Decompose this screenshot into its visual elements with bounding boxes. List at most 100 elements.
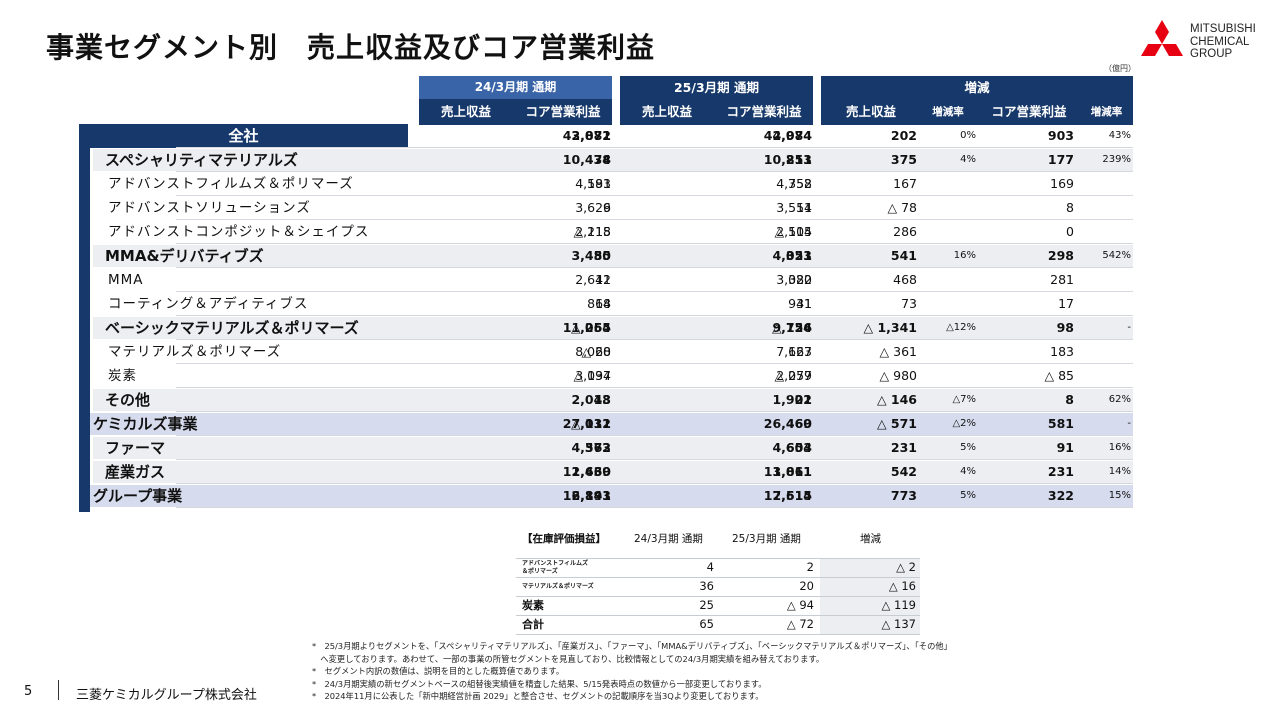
inventory-row-label: マテリアルズ＆ポリマーズ bbox=[522, 583, 594, 590]
cell-ds: △ 571 bbox=[876, 416, 917, 431]
page-number: 5 bbox=[24, 684, 33, 699]
inventory-change-bg bbox=[820, 597, 920, 615]
cell-s1: 27,031 bbox=[562, 416, 611, 431]
row-label: ケミカルズ事業 bbox=[93, 415, 198, 433]
table-row: 炭素 3,037 △ 194 2,057 △ 279 △ 980 △ 85 bbox=[79, 364, 1133, 388]
cell-s2: 4,021 bbox=[772, 248, 812, 263]
row-divider bbox=[176, 411, 1133, 412]
cell-dcr: 15% bbox=[1108, 490, 1131, 501]
row-divider bbox=[176, 171, 1133, 172]
row-label: スペシャリティマテリアルズ bbox=[105, 151, 298, 169]
unit-label: （億円） bbox=[1104, 64, 1136, 73]
inventory-cell-2024: 25 bbox=[699, 598, 714, 612]
cell-c1: 2,193 bbox=[571, 488, 611, 503]
row-label: 産業ガス bbox=[105, 463, 166, 481]
cell-dc: 8 bbox=[1065, 392, 1074, 407]
table-row: マテリアルズ＆ポリマーズ 8,028 △ 60 7,667 123 △ 361 183 bbox=[79, 340, 1133, 364]
row-divider bbox=[176, 147, 1133, 148]
col-core-2025: コア営業利益 bbox=[726, 104, 802, 119]
cell-dc: 0 bbox=[1066, 224, 1074, 239]
row-divider bbox=[176, 507, 1133, 508]
cell-dsr: △12% bbox=[946, 322, 976, 333]
cell-dcr: 16% bbox=[1108, 442, 1131, 453]
cell-ds: 375 bbox=[890, 152, 917, 167]
footer-divider bbox=[58, 680, 59, 700]
row-divider bbox=[176, 291, 1133, 292]
cell-s1: 8,028 bbox=[575, 344, 611, 359]
table-left-bar bbox=[79, 124, 90, 512]
cell-ds: 468 bbox=[893, 272, 917, 287]
table-row: 全社 43,872 2,081 44,074 2,984 202 0% 903 43% bbox=[79, 124, 1133, 148]
cell-dsr bbox=[918, 340, 976, 364]
cell-dcr: 542% bbox=[1102, 250, 1131, 261]
cell-dsr: △7% bbox=[952, 394, 976, 405]
cell-c1: 13 bbox=[593, 392, 611, 407]
cell-dc: 177 bbox=[1047, 152, 1074, 167]
cell-ds: 231 bbox=[890, 440, 917, 455]
inventory-change-bg bbox=[820, 559, 920, 577]
cell-dc: 322 bbox=[1047, 488, 1074, 503]
cell-dsr: 4% bbox=[960, 466, 976, 477]
cell-dcr: - bbox=[1127, 418, 1131, 429]
cell-s2: 2,504 bbox=[776, 224, 812, 239]
table-row: MMA 2,612 41 3,080 322 468 281 bbox=[79, 268, 1133, 292]
cell-s1: 2,612 bbox=[575, 272, 611, 287]
cell-s2: 9,724 bbox=[772, 320, 812, 335]
footnote-line: * 25/3月期よりセグメントを、「スペシャリティマテリアルズ」、「産業ガス」、… bbox=[312, 641, 952, 651]
inventory-title: 【在庫評価損益】 bbox=[522, 533, 606, 545]
cell-c1: △ 115 bbox=[573, 224, 611, 239]
row-bg bbox=[93, 437, 1133, 459]
cell-c1: △ 112 bbox=[570, 416, 611, 431]
inventory-cell-change: △ 2 bbox=[896, 560, 916, 574]
cell-dc: △ 85 bbox=[1044, 368, 1075, 383]
row-bg bbox=[93, 149, 1133, 171]
row-label: コーティング＆アディティブス bbox=[108, 296, 309, 312]
inventory-cell-2025: △ 94 bbox=[786, 598, 814, 612]
cell-dsr: △2% bbox=[952, 418, 976, 429]
footnote-line: * セグメント内訳の数値は、説明を目的とした概算値であります。 bbox=[312, 666, 565, 677]
cell-ds: △ 361 bbox=[879, 344, 917, 359]
cell-c1: 74 bbox=[593, 152, 611, 167]
inventory-top-divider bbox=[516, 558, 920, 559]
row-divider bbox=[176, 195, 1133, 196]
row-label: グループ事業 bbox=[93, 487, 183, 505]
cell-dc: 17 bbox=[1058, 296, 1074, 311]
cell-c1: 41 bbox=[595, 272, 611, 287]
cell-c1: 1,630 bbox=[571, 464, 611, 479]
row-label: その他 bbox=[105, 391, 151, 409]
cell-ds: △ 1,341 bbox=[863, 320, 917, 335]
cell-s1: 12,469 bbox=[562, 464, 611, 479]
row-label-bg bbox=[79, 124, 408, 148]
footnote-line: へ変更しております。あわせて、一部の事業の所管セグメントを見直しており、比較情報… bbox=[312, 653, 825, 664]
inventory-row-divider bbox=[516, 596, 920, 597]
cell-dc: 581 bbox=[1047, 416, 1074, 431]
row-bg bbox=[93, 317, 1133, 339]
cell-dsr bbox=[918, 364, 976, 388]
inventory-row-label: アドバンストフィルムズ ＆ポリマーズ bbox=[522, 560, 588, 575]
cell-ds: 202 bbox=[890, 128, 917, 143]
cell-dcr: 14% bbox=[1108, 466, 1131, 477]
row-label: ベーシックマテリアルズ＆ポリマーズ bbox=[105, 319, 359, 337]
header-period-2024-sub bbox=[419, 99, 612, 125]
cell-ds: 773 bbox=[890, 488, 917, 503]
cell-c2: 352 bbox=[788, 176, 812, 191]
cell-s1: 10,438 bbox=[562, 152, 611, 167]
row-bg bbox=[93, 461, 1133, 483]
cell-c1: 183 bbox=[587, 176, 611, 191]
cell-dc: 903 bbox=[1047, 128, 1074, 143]
header-change bbox=[821, 76, 1133, 125]
cell-s2: 941 bbox=[788, 296, 812, 311]
cell-s2: 17,614 bbox=[763, 488, 812, 503]
row-divider bbox=[176, 435, 1133, 436]
inventory-col-change: 増減 bbox=[860, 533, 881, 545]
cell-dsr: 5% bbox=[960, 442, 976, 453]
cell-dcr bbox=[1080, 268, 1131, 292]
inventory-change-bg bbox=[820, 616, 920, 634]
table-row: その他 2,048 13 1,902 21 △ 146 △7% 8 62% bbox=[79, 388, 1133, 412]
cell-s1: 16,841 bbox=[562, 488, 611, 503]
col-core-rate: 増減率 bbox=[1090, 106, 1123, 118]
table-row: ファーマ 4,372 563 4,603 654 231 5% 91 16% bbox=[79, 436, 1133, 460]
row-label: アドバンストフィルムズ＆ポリマーズ bbox=[108, 176, 354, 192]
inventory-cell-2024: 4 bbox=[706, 560, 714, 574]
cell-s1: 4,372 bbox=[571, 440, 611, 455]
